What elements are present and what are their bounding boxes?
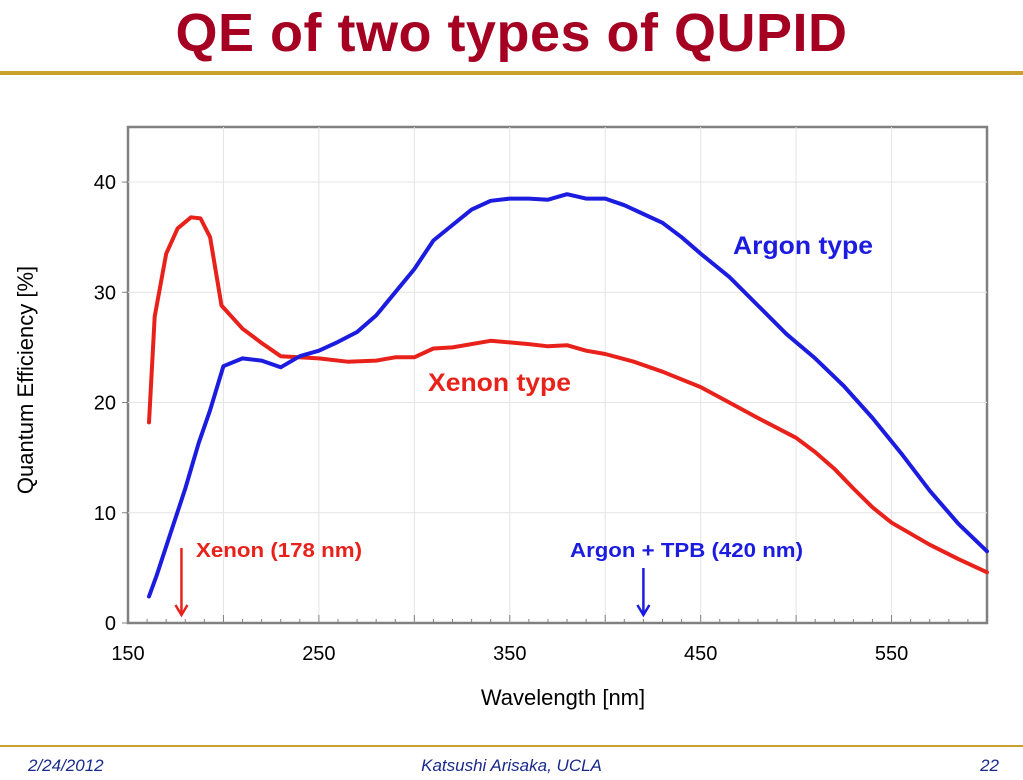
xenon-arrow-head (174, 604, 189, 618)
x-tick-label: 450 (684, 643, 717, 665)
argon-type-label: Argon type (733, 232, 873, 260)
xenon-type-line (147, 215, 989, 575)
series-lines (147, 192, 989, 599)
plot-area (126, 125, 989, 625)
xenon-wavelength-label: Xenon (178 nm) (196, 540, 362, 562)
wavelength-arrows (174, 548, 651, 618)
y-tick-label: 40 (94, 172, 116, 194)
x-axis-label: Wavelength [nm] (481, 685, 645, 710)
xenon-type-label: Xenon type (428, 369, 571, 397)
x-tick-label: 550 (875, 643, 908, 665)
x-tick-label: 250 (302, 643, 335, 665)
y-tick-label: 20 (94, 393, 116, 415)
footer-page-number: 22 (980, 756, 999, 775)
y-tick-label: 30 (94, 282, 116, 304)
title-divider (0, 71, 1023, 75)
tick-labels: 0 10 20 30 40 150 250 350 450 550 (94, 172, 908, 665)
footer-author: Katsushi Arisaka, UCLA (421, 756, 602, 775)
y-axis-label: Quantum Efficiency [%] (13, 266, 38, 494)
argon-wavelength-label: Argon + TPB (420 nm) (570, 540, 803, 562)
footer-date: 2/24/2012 (28, 756, 104, 775)
x-tick-label: 150 (111, 643, 144, 665)
axis-ticks (122, 181, 988, 624)
footer-divider (0, 745, 1023, 747)
slide-title: QE of two types of QUPID (175, 3, 848, 63)
gridlines (128, 127, 987, 623)
y-tick-label: 10 (94, 503, 116, 525)
x-tick-label: 350 (493, 643, 526, 665)
argon-arrow-head (636, 604, 651, 618)
y-tick-label: 0 (105, 613, 116, 635)
argon-type-line (147, 192, 989, 599)
